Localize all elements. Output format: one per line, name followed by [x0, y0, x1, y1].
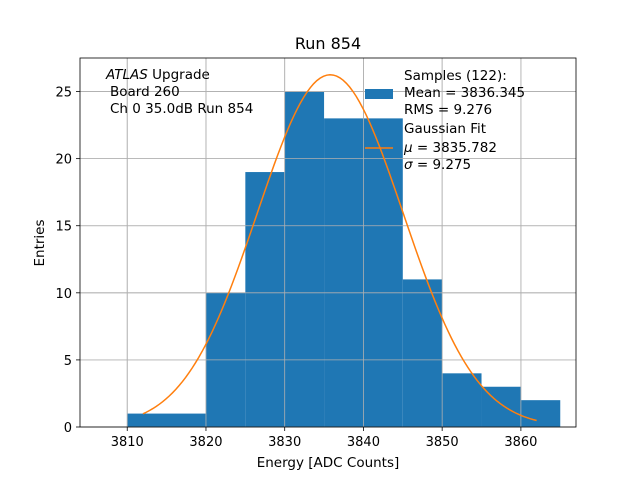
histogram-bar — [245, 172, 285, 427]
annotation-atlas: ATLAS — [105, 67, 148, 83]
legend-samples-mean: Mean = 3836.345 — [404, 85, 525, 101]
gaussian-fit-curve — [142, 74, 537, 422]
annotation-upgrade: Upgrade — [148, 67, 210, 83]
atlas-annotation: ATLAS Upgrade Board 260 Ch 0 35.0dB Run … — [105, 67, 253, 117]
y-tick-label: 20 — [55, 153, 72, 168]
axes-frame — [79, 57, 577, 428]
x-tick-label: 3860 — [504, 435, 537, 450]
chart-title: Run 854 — [295, 34, 361, 53]
svg-text:ATLAS Upgrade: ATLAS Upgrade — [105, 67, 210, 83]
histogram-bars — [127, 91, 561, 427]
legend-fit-mu-symbol: μ — [403, 140, 413, 156]
legend-fit-sigma-symbol: σ — [404, 157, 413, 173]
histogram-bar — [284, 91, 325, 427]
legend-fit-mu-value: = 3835.782 — [413, 140, 497, 156]
x-axis-ticks: 3810 3820 3830 3840 3850 3860 — [111, 427, 537, 450]
x-axis-label: Energy [ADC Counts] — [257, 455, 400, 471]
y-tick-label: 0 — [64, 421, 72, 436]
y-axis-label: Entries — [32, 219, 48, 266]
y-tick-label: 25 — [55, 86, 72, 101]
legend-samples-title: Samples (122): — [404, 68, 507, 84]
histogram-bar — [442, 373, 482, 427]
legend-samples-swatch — [365, 89, 393, 99]
y-tick-label: 10 — [55, 287, 72, 302]
x-tick-label: 3810 — [111, 435, 144, 450]
annotation-board: Board 260 — [110, 84, 180, 100]
y-axis-ticks: 0 5 10 15 20 25 — [55, 86, 80, 436]
svg-text:σ = 9.275: σ = 9.275 — [404, 157, 471, 173]
y-tick-label: 15 — [55, 220, 72, 235]
histogram-bar — [520, 400, 561, 427]
annotation-channel-run: Ch 0 35.0dB Run 854 — [110, 101, 253, 117]
histogram-bar — [402, 279, 443, 427]
svg-text:μ = 3835.782: μ = 3835.782 — [403, 140, 497, 156]
histogram-bar — [127, 413, 206, 427]
x-tick-label: 3850 — [426, 435, 459, 450]
y-tick-label: 5 — [64, 354, 72, 369]
x-tick-label: 3830 — [268, 435, 301, 450]
legend: Samples (122): Mean = 3836.345 RMS = 9.2… — [365, 68, 525, 173]
x-tick-label: 3820 — [189, 435, 222, 450]
legend-fit-sigma-value: = 9.275 — [413, 157, 472, 173]
legend-samples-rms: RMS = 9.276 — [404, 102, 492, 118]
legend-fit-title: Gaussian Fit — [404, 121, 486, 137]
x-tick-label: 3840 — [347, 435, 380, 450]
